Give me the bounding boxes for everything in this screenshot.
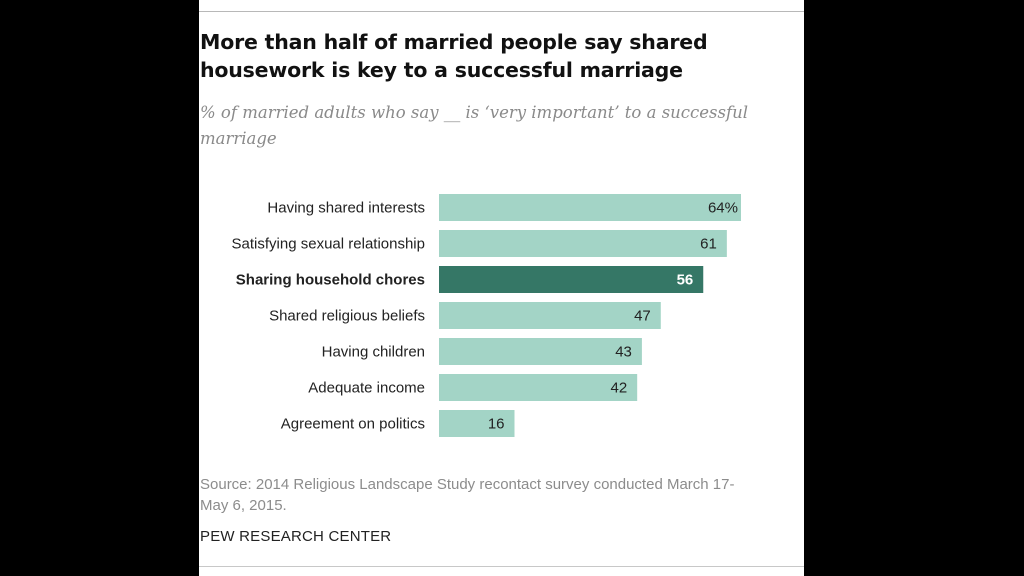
- chart-subtitle: % of married adults who say __ is ‘very …: [200, 103, 748, 148]
- data-label: 16: [488, 416, 505, 433]
- data-label: 43: [615, 344, 632, 361]
- category-label: Satisfying sexual relationship: [232, 236, 425, 253]
- category-label: Shared religious beliefs: [269, 308, 425, 325]
- top-divider: [199, 11, 804, 12]
- data-label: 56: [677, 272, 694, 289]
- bottom-divider: [199, 566, 804, 567]
- data-label: 47: [634, 308, 651, 325]
- category-label: Adequate income: [308, 380, 425, 397]
- chart-title: More than half of married people say sha…: [200, 30, 708, 82]
- category-label: Having children: [322, 344, 425, 361]
- bar: [439, 230, 727, 257]
- organization-name: PEW RESEARCH CENTER: [200, 528, 392, 545]
- chart-panel: More than half of married people say sha…: [199, 0, 804, 576]
- bar: [439, 302, 661, 329]
- bar: [439, 194, 741, 221]
- category-label: Sharing household chores: [236, 272, 425, 289]
- source-note: Source: 2014 Religious Landscape Study r…: [200, 476, 735, 514]
- data-label: 61: [700, 236, 717, 253]
- bar: [439, 410, 515, 437]
- data-label: 64%: [708, 200, 738, 217]
- bar: [439, 374, 638, 401]
- category-label: Agreement on politics: [281, 416, 425, 433]
- data-label: 42: [611, 380, 628, 397]
- category-label: Having shared interests: [267, 200, 425, 217]
- bar: [439, 266, 704, 293]
- bar: [439, 338, 642, 365]
- bar-chart: Having shared interests 64% Satisfying sex…: [232, 194, 741, 437]
